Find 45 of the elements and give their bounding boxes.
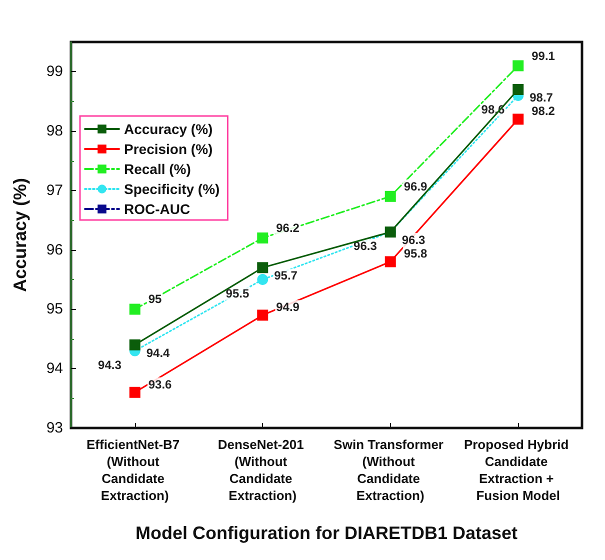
point (384, 190, 396, 202)
y-tick-label: 93 (46, 420, 63, 436)
legend-label: Precision (%) (124, 141, 213, 157)
legend-label: ROC-AUC (124, 201, 190, 217)
y-tick-label: 97 (46, 182, 63, 199)
y-tick-label: 98 (46, 122, 63, 140)
legend-label: Recall (%) (124, 161, 191, 177)
x-tick-label: Swin Transformer (Without Candidate Extraction) (334, 437, 448, 503)
point (129, 304, 140, 315)
data-label: 94.4 (146, 346, 170, 360)
y-axis-title: Accuracy (%) (10, 178, 30, 292)
point (512, 60, 524, 72)
data-label: 93.6 (148, 377, 172, 392)
y-tick-label: 96 (46, 241, 63, 258)
point (512, 84, 524, 96)
legend-label: Accuracy (%) (124, 121, 213, 137)
data-label: 95.7 (274, 268, 298, 283)
data-label: 99.1 (532, 48, 556, 63)
point (257, 232, 268, 244)
y-tick-label: 94 (46, 360, 63, 378)
legend-label: Specificity (%) (124, 181, 220, 197)
data-label: 94.9 (276, 300, 300, 314)
data-label: 96.3 (402, 233, 426, 248)
data-label: 95 (148, 292, 162, 306)
x-axis-title: Model Configuration for DIARETDB1 Dataset (135, 523, 518, 543)
x-tick-label: DenseNet-201 (Without Candidate Extraction) (218, 437, 308, 503)
point (129, 339, 140, 350)
point (512, 114, 524, 125)
data-label: 95.5 (226, 286, 250, 301)
y-tick-label: 95 (46, 300, 63, 318)
data-label: 98.2 (532, 104, 556, 118)
point (257, 274, 268, 286)
data-label: 96.3 (354, 239, 378, 254)
data-label: 98.7 (530, 90, 554, 105)
data-label: 95.8 (404, 246, 428, 261)
y-tick-label: 99 (46, 63, 63, 80)
data-label: 96.2 (276, 220, 300, 235)
data-label: 96.9 (404, 179, 428, 194)
data-label: 94.3 (98, 358, 122, 372)
point (384, 256, 396, 268)
x-tick-label: Proposed Hybrid Candidate Extraction + Fusion Model (464, 437, 572, 503)
x-tick-label: EfficientNet-B7 (Without Candidate Extraction) (86, 437, 184, 503)
point (257, 262, 268, 274)
point (257, 310, 268, 321)
point (129, 386, 140, 398)
